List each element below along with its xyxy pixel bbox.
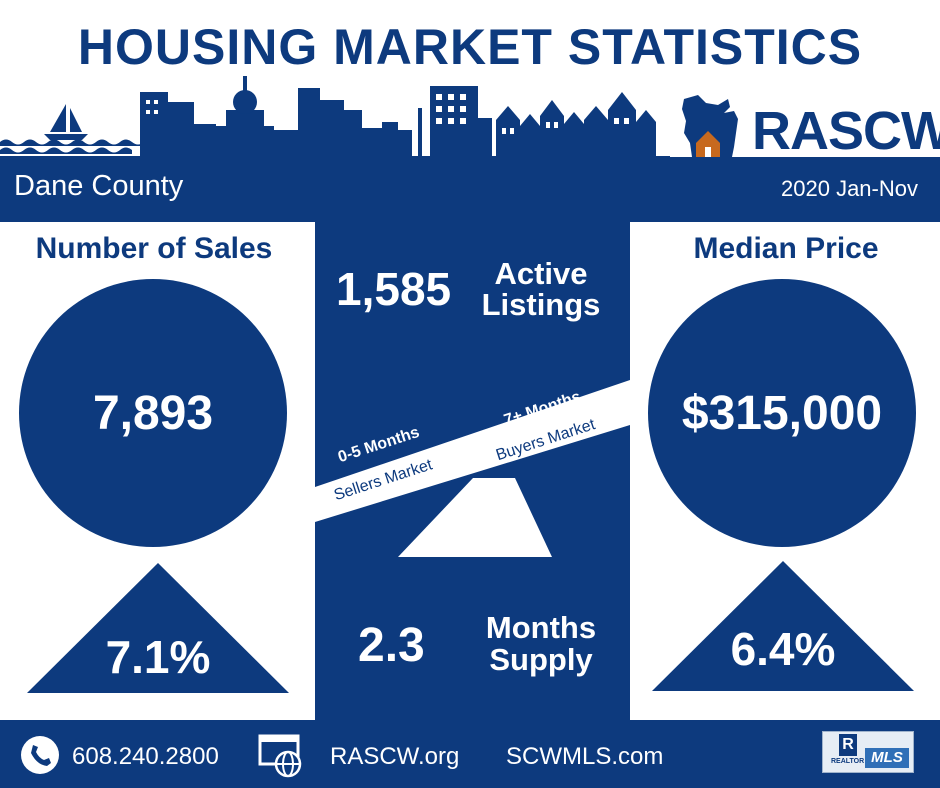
footer-site-rascw[interactable]: RASCW.org [330, 743, 460, 770]
median-price-circle: $315,000 [648, 279, 916, 547]
median-price-value: $315,000 [681, 386, 883, 440]
city-skyline-illustration [0, 76, 670, 158]
county-name: Dane County [14, 170, 184, 202]
sales-circle: 7,893 [19, 279, 287, 547]
months-supply-label: Months Supply [474, 612, 608, 676]
report-period: 2020 Jan-Nov [781, 176, 918, 201]
months-supply-label-line2: Supply [489, 642, 593, 677]
sales-change-value: 7.1% [105, 631, 211, 683]
months-supply-label-line1: Months [485, 610, 597, 645]
active-listings-label: Active Listings [474, 258, 608, 320]
footer-bar [0, 720, 940, 788]
active-listings-value: 1,585 [336, 263, 452, 315]
realtor-r-icon: R [839, 734, 857, 756]
wisconsin-map-icon [682, 95, 738, 157]
price-change-triangle [652, 561, 914, 691]
page-title: HOUSING MARKET STATISTICS [77, 19, 863, 75]
county-band [0, 157, 940, 222]
median-price-label: Median Price [693, 232, 879, 265]
market-seesaw [315, 380, 630, 557]
footer-phone[interactable]: 608.240.2800 [72, 743, 219, 770]
rascw-logo-text: RASCW [752, 101, 940, 161]
phone-icon [21, 736, 59, 774]
sales-value: 7,893 [92, 386, 214, 440]
active-listings-label-line2: Listings [481, 287, 601, 322]
mls-realtor-badge: R REALTOR MLS [822, 731, 914, 773]
active-listings-label-line1: Active [494, 256, 588, 291]
footer-site-scwmls[interactable]: SCWMLS.com [506, 743, 664, 770]
mls-badge-text: MLS [865, 748, 909, 768]
months-supply-value: 2.3 [358, 619, 425, 672]
web-globe-icon [258, 734, 302, 778]
realtor-badge-text: REALTOR [831, 758, 865, 765]
price-change-value: 6.4% [730, 623, 836, 675]
sales-change-triangle [27, 563, 289, 693]
number-of-sales-label: Number of Sales [35, 232, 273, 265]
